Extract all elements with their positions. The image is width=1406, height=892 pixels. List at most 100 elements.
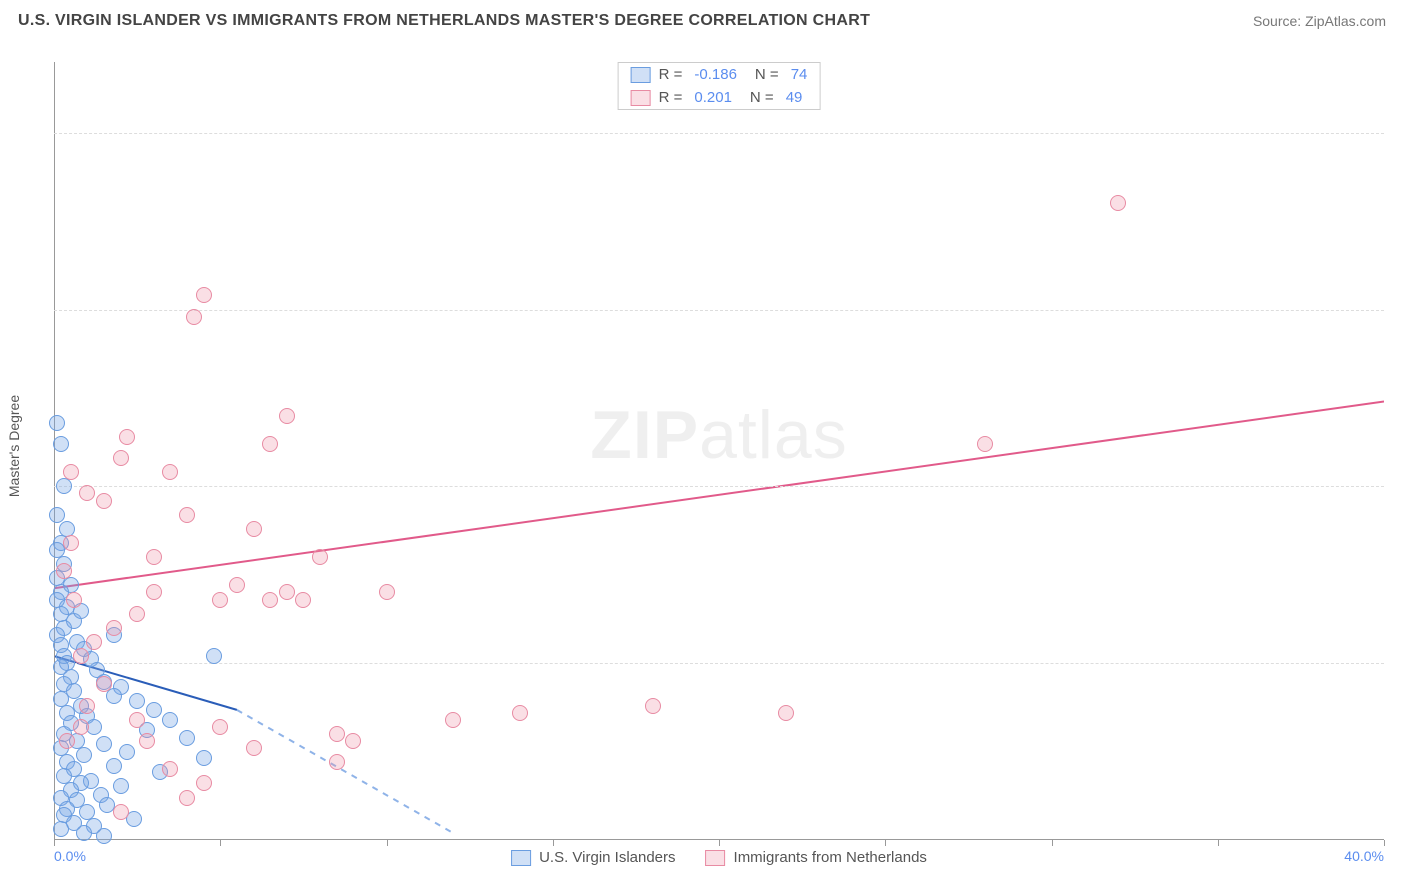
- data-point: [79, 698, 95, 714]
- data-point: [106, 758, 122, 774]
- data-point: [246, 740, 262, 756]
- data-point: [977, 436, 993, 452]
- data-point: [129, 693, 145, 709]
- data-point: [79, 485, 95, 501]
- series-legend: U.S. Virgin Islanders Immigrants from Net…: [511, 849, 927, 866]
- x-tick-label: 0.0%: [54, 848, 86, 864]
- data-point: [66, 592, 82, 608]
- legend-r-value: -0.186: [694, 66, 737, 83]
- legend-r-label: R =: [659, 66, 683, 83]
- data-point: [512, 705, 528, 721]
- x-tick: [553, 840, 554, 846]
- data-point: [196, 750, 212, 766]
- data-point: [279, 584, 295, 600]
- data-point: [206, 648, 222, 664]
- data-point: [73, 719, 89, 735]
- correlation-legend: R = -0.186 N = 74 R = 0.201 N = 49: [618, 62, 821, 110]
- data-point: [96, 736, 112, 752]
- data-point: [59, 733, 75, 749]
- correlation-legend-row: R = -0.186 N = 74: [619, 63, 820, 86]
- data-point: [329, 726, 345, 742]
- data-point: [162, 761, 178, 777]
- data-point: [146, 549, 162, 565]
- data-point: [179, 790, 195, 806]
- data-point: [73, 648, 89, 664]
- chart-title: U.S. VIRGIN ISLANDER VS IMMIGRANTS FROM …: [18, 12, 870, 30]
- data-point: [76, 825, 92, 841]
- data-point: [96, 828, 112, 844]
- data-point: [246, 521, 262, 537]
- data-point: [113, 804, 129, 820]
- source-attribution: Source: ZipAtlas.com: [1253, 13, 1386, 29]
- data-point: [1110, 195, 1126, 211]
- data-point: [56, 478, 72, 494]
- data-point: [49, 415, 65, 431]
- data-point: [345, 733, 361, 749]
- data-point: [645, 698, 661, 714]
- legend-swatch: [631, 90, 651, 106]
- y-axis-line: [54, 62, 55, 840]
- legend-n-value: 74: [791, 66, 808, 83]
- data-point: [106, 620, 122, 636]
- data-point: [262, 592, 278, 608]
- x-tick: [1052, 840, 1053, 846]
- data-point: [96, 493, 112, 509]
- x-tick: [1384, 840, 1385, 846]
- y-tick-label: 37.5%: [1390, 302, 1406, 318]
- legend-label: Immigrants from Netherlands: [734, 849, 927, 866]
- legend-item: Immigrants from Netherlands: [706, 849, 927, 866]
- data-point: [113, 450, 129, 466]
- legend-swatch: [511, 850, 531, 866]
- scatter-plot-area: ZIPatlas R =-0.186N =74R =0.201N =49 U.S…: [54, 62, 1384, 840]
- data-point: [295, 592, 311, 608]
- data-point: [162, 464, 178, 480]
- data-point: [96, 676, 112, 692]
- data-point: [56, 563, 72, 579]
- y-tick-label: 25.0%: [1390, 478, 1406, 494]
- data-point: [63, 464, 79, 480]
- data-point: [212, 719, 228, 735]
- correlation-legend-row: R = 0.201 N = 49: [619, 86, 820, 109]
- legend-swatch: [631, 67, 651, 83]
- x-tick: [1218, 840, 1219, 846]
- legend-r-label: R =: [659, 89, 683, 106]
- data-point: [445, 712, 461, 728]
- legend-r-value: 0.201: [694, 89, 732, 106]
- data-point: [312, 549, 328, 565]
- data-point: [186, 309, 202, 325]
- data-point: [146, 584, 162, 600]
- data-point: [49, 507, 65, 523]
- legend-n-label: N =: [755, 66, 779, 83]
- data-point: [86, 634, 102, 650]
- x-tick: [220, 840, 221, 846]
- x-tick-label: 40.0%: [1344, 848, 1384, 864]
- x-tick: [54, 840, 55, 846]
- x-tick: [387, 840, 388, 846]
- data-point: [279, 408, 295, 424]
- data-point: [146, 702, 162, 718]
- legend-label: U.S. Virgin Islanders: [539, 849, 675, 866]
- data-point: [76, 747, 92, 763]
- data-point: [63, 535, 79, 551]
- data-point: [262, 436, 278, 452]
- data-point: [129, 606, 145, 622]
- data-point: [53, 821, 69, 837]
- data-point: [212, 592, 228, 608]
- x-tick: [719, 840, 720, 846]
- data-point: [129, 712, 145, 728]
- data-point: [113, 778, 129, 794]
- data-point: [329, 754, 345, 770]
- data-point: [179, 507, 195, 523]
- data-point: [119, 429, 135, 445]
- data-point: [139, 733, 155, 749]
- y-tick-label: 50.0%: [1390, 125, 1406, 141]
- data-point: [53, 436, 69, 452]
- data-point: [778, 705, 794, 721]
- legend-n-label: N =: [750, 89, 774, 106]
- data-point: [119, 744, 135, 760]
- legend-item: U.S. Virgin Islanders: [511, 849, 675, 866]
- data-point: [196, 287, 212, 303]
- data-point: [162, 712, 178, 728]
- legend-n-value: 49: [786, 89, 803, 106]
- x-tick: [885, 840, 886, 846]
